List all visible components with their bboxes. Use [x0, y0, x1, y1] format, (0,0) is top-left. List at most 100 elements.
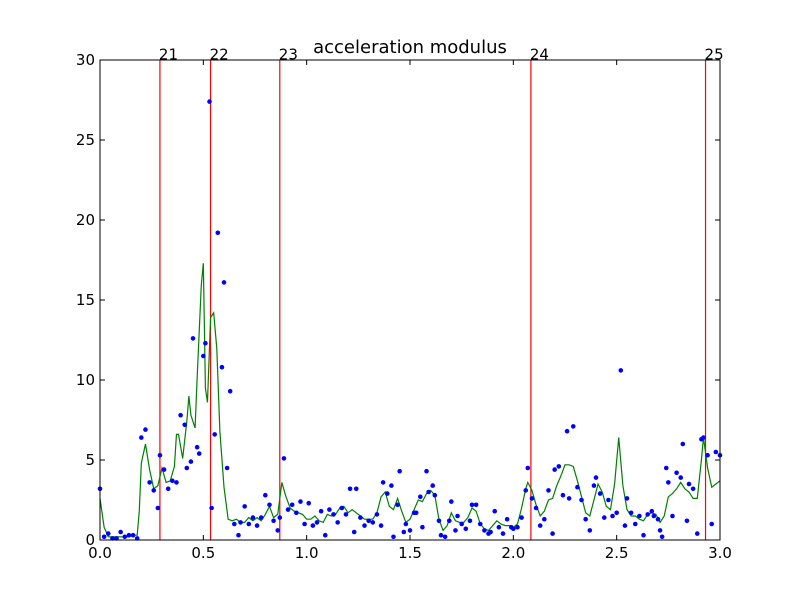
data-point: [610, 513, 615, 519]
data-point: [519, 515, 524, 520]
data-point: [482, 528, 487, 533]
data-point: [597, 491, 603, 496]
data-point: [424, 468, 429, 474]
data-point: [254, 523, 260, 528]
data-point: [281, 456, 287, 461]
data-point: [426, 489, 431, 495]
data-point: [591, 483, 597, 488]
data-point: [420, 524, 425, 530]
data-point: [196, 451, 202, 456]
marker-label-24: 24: [530, 46, 549, 64]
data-point: [670, 513, 675, 519]
data-point: [157, 452, 163, 458]
data-point: [105, 531, 111, 536]
data-point: [618, 368, 624, 373]
data-point: [397, 468, 402, 474]
data-point: [678, 475, 684, 480]
data-point: [537, 523, 543, 528]
data-point: [504, 516, 510, 522]
data-point: [380, 480, 386, 485]
data-point: [407, 528, 413, 533]
data-point: [391, 534, 396, 540]
data-point: [453, 528, 458, 533]
data-point: [488, 529, 493, 535]
data-point: [209, 505, 214, 511]
data-point: [701, 435, 706, 440]
data-point: [250, 515, 256, 520]
data-point: [147, 480, 152, 485]
data-point: [331, 512, 336, 517]
data-point: [511, 526, 516, 532]
data-point: [174, 480, 179, 485]
data-point: [550, 531, 555, 536]
data-point: [566, 496, 572, 501]
data-point: [374, 512, 380, 517]
data-point: [680, 441, 686, 447]
data-point: [459, 521, 464, 527]
scatter-series: [97, 99, 723, 541]
data-point: [201, 353, 206, 359]
x-tick-label: 3.0: [708, 544, 732, 562]
data-point: [347, 486, 353, 492]
data-point: [246, 521, 252, 527]
data-point: [663, 465, 669, 471]
data-point: [583, 516, 588, 522]
data-point: [413, 510, 419, 516]
data-point: [533, 505, 539, 511]
data-point: [442, 534, 448, 540]
data-point: [182, 422, 188, 428]
data-point: [378, 523, 384, 528]
data-point: [207, 99, 212, 104]
data-point: [267, 502, 272, 508]
data-point: [659, 534, 665, 540]
data-point: [126, 532, 132, 538]
data-point: [170, 478, 175, 484]
data-point: [212, 432, 217, 437]
data-point: [238, 520, 243, 525]
marker-label-23: 23: [279, 46, 298, 64]
data-point: [242, 504, 247, 509]
data-point: [327, 507, 332, 512]
data-point: [655, 516, 661, 522]
axes: 0.0 0.5 1.0 1.5 2.0 2.5 3.0 0 5 10 15 20 25 30: [76, 51, 732, 562]
data-point: [271, 518, 276, 524]
data-point: [432, 492, 438, 498]
data-point: [165, 486, 171, 492]
data-point: [473, 502, 479, 508]
vertical-markers: 21 22 23 24 25: [159, 46, 724, 540]
plot-background: [100, 60, 720, 540]
y-tick-label: 30: [76, 51, 95, 69]
data-point: [227, 388, 233, 394]
data-point: [632, 521, 638, 527]
data-point: [684, 518, 690, 524]
data-point: [224, 465, 230, 471]
data-point: [403, 521, 409, 527]
plot-area: [100, 60, 720, 540]
data-point: [277, 515, 283, 520]
y-tick-label: 20: [76, 211, 95, 229]
data-point: [500, 531, 506, 536]
data-point: [122, 534, 128, 540]
data-point: [463, 526, 469, 532]
x-tick-label: 2.0: [501, 544, 525, 562]
data-point: [645, 512, 650, 517]
data-point: [418, 494, 423, 500]
data-point: [401, 529, 407, 535]
data-point: [529, 496, 535, 501]
data-point: [161, 467, 167, 472]
data-point: [298, 499, 303, 504]
data-point: [310, 523, 316, 528]
data-point: [496, 524, 502, 530]
data-point: [370, 520, 376, 525]
data-point: [139, 435, 144, 440]
data-point: [492, 508, 498, 514]
data-point: [194, 444, 200, 450]
y-tick-label: 25: [76, 131, 95, 149]
data-point: [203, 340, 208, 346]
data-point: [302, 521, 307, 527]
y-tick-label: 5: [85, 451, 95, 469]
data-point: [579, 497, 584, 503]
data-point: [542, 516, 547, 522]
data-point: [215, 230, 221, 236]
y-tick-label: 15: [76, 291, 95, 309]
